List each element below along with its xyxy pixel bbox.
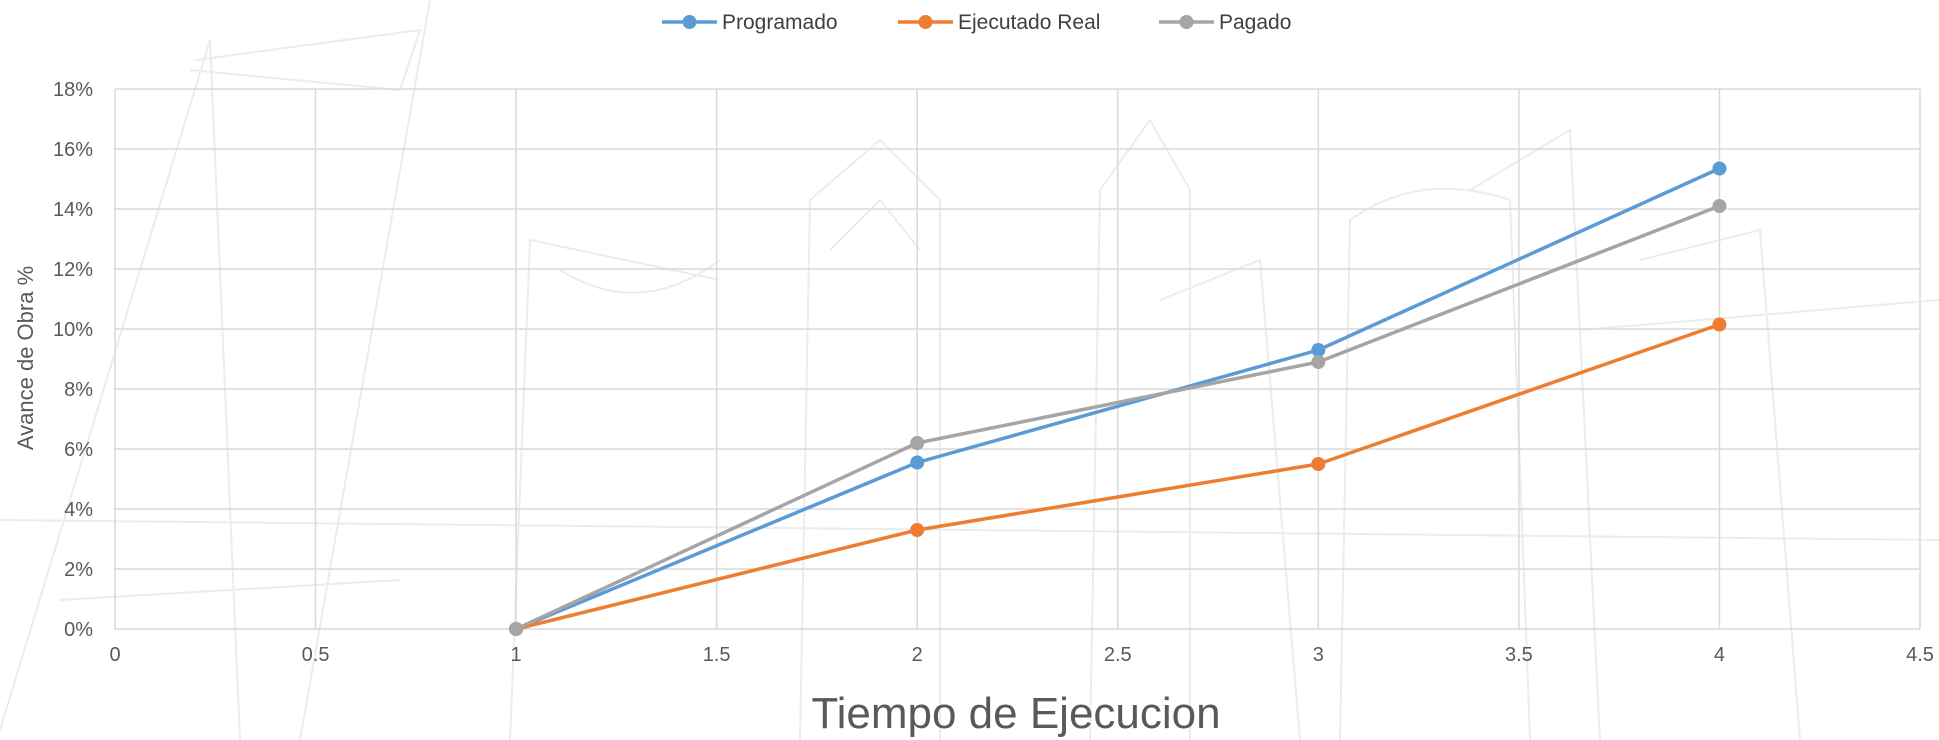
data-point-programado <box>1311 343 1326 357</box>
legend-item-programado: Programado <box>662 11 838 34</box>
x-tick-label: 3 <box>1313 644 1324 666</box>
y-tick-label: 0% <box>64 619 93 641</box>
y-tick-label: 10% <box>53 319 93 341</box>
chart-legend: Programado Ejecutado Real Pagado <box>662 11 1291 34</box>
y-tick-label: 8% <box>64 379 93 401</box>
x-tick-label: 4.5 <box>1906 644 1934 666</box>
y-axis-ticks: 0% 2% 4% 6% 8% 10% 12% 14% 16% 18% <box>53 79 93 641</box>
data-point-programado <box>910 455 925 470</box>
x-tick-label: 0 <box>109 644 120 666</box>
legend-swatch-marker <box>1179 15 1194 29</box>
legend-label: Ejecutado Real <box>958 11 1100 34</box>
y-tick-label: 2% <box>64 559 93 581</box>
x-tick-label: 2 <box>912 644 923 666</box>
series-line-programado <box>515 166 1721 631</box>
y-tick-label: 6% <box>64 439 93 461</box>
y-axis-label: Avance de Obra % <box>13 266 38 450</box>
data-point-pagado <box>1712 199 1727 213</box>
data-point-programado <box>1712 161 1727 176</box>
legend-item-pagado: Pagado <box>1159 11 1291 34</box>
x-axis-label: Tiempo de Ejecucion <box>811 689 1220 738</box>
chart-series <box>509 161 1727 636</box>
data-point-pagado <box>509 622 524 636</box>
x-tick-label: 2.5 <box>1104 644 1132 666</box>
x-tick-label: 4 <box>1714 644 1725 666</box>
y-tick-label: 16% <box>53 139 93 161</box>
x-tick-label: 1.5 <box>703 644 731 666</box>
y-tick-label: 4% <box>64 499 93 521</box>
x-tick-label: 3.5 <box>1505 644 1533 666</box>
legend-swatch-marker <box>918 15 933 29</box>
data-point-ejecutado-real <box>1712 317 1727 332</box>
data-point-ejecutado-real <box>910 523 925 537</box>
x-axis-ticks: 0 0.5 1 1.5 2 2.5 3 3.5 4 4.5 <box>109 644 1933 666</box>
chart-grid <box>114 88 1921 630</box>
x-tick-label: 1 <box>511 644 522 666</box>
y-tick-label: 12% <box>53 259 93 281</box>
y-tick-label: 18% <box>53 79 93 101</box>
x-tick-label: 0.5 <box>302 644 330 666</box>
legend-label: Programado <box>722 11 838 34</box>
series-line-pagado <box>515 204 1721 631</box>
legend-swatch-marker <box>682 15 697 29</box>
legend-item-ejecutado-real: Ejecutado Real <box>898 11 1100 34</box>
data-point-pagado <box>910 436 925 450</box>
data-point-pagado <box>1311 355 1326 369</box>
series-line-ejecutado-real <box>515 322 1721 631</box>
legend-label: Pagado <box>1219 11 1291 34</box>
data-point-ejecutado-real <box>1311 457 1326 471</box>
y-tick-label: 14% <box>53 199 93 221</box>
